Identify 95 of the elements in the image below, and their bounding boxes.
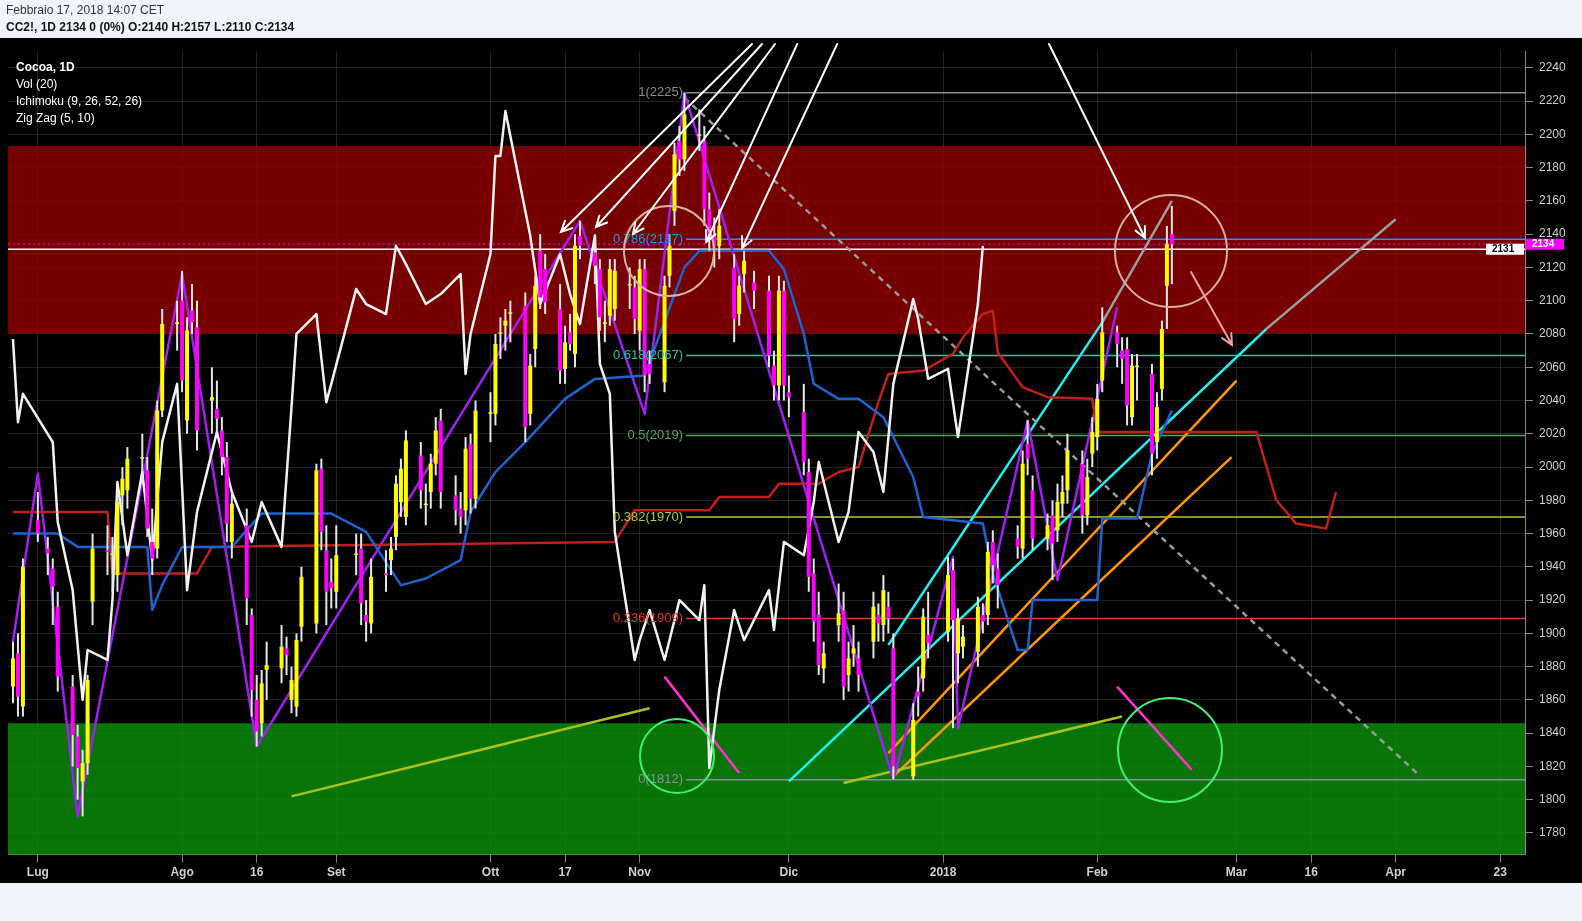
text: 2134 xyxy=(1532,238,1555,250)
candlestick xyxy=(568,313,573,352)
x-tick-label: Feb xyxy=(1086,865,1108,880)
candlestick xyxy=(851,624,856,668)
annotation: Ichimoku (9, 26, 52, 26) xyxy=(16,93,143,108)
y-tick-label: 1960 xyxy=(1539,525,1567,540)
candlestick xyxy=(602,299,607,344)
candlestick xyxy=(364,599,369,643)
candlestick xyxy=(886,590,891,635)
candlestick xyxy=(771,349,776,402)
candlestick xyxy=(175,299,180,352)
y-tick-label: 2180 xyxy=(1539,159,1567,174)
candlestick xyxy=(916,665,921,718)
x-tick-label: 2018 xyxy=(929,865,957,880)
y-tick-label: 1900 xyxy=(1539,625,1567,640)
candlestick xyxy=(1115,324,1120,369)
candlestick xyxy=(1025,419,1030,477)
x-tick-label: Set xyxy=(326,865,346,880)
y-tick-label: 1820 xyxy=(1539,758,1567,773)
y-tick-label: 1880 xyxy=(1539,658,1567,673)
y-tick-label: 2220 xyxy=(1539,93,1567,108)
x-tick-label: Ago xyxy=(170,865,194,880)
x-tick-label: 16 xyxy=(1304,865,1319,880)
x-tick-label: 23 xyxy=(1493,865,1508,880)
candlestick xyxy=(508,299,513,344)
y-tick-label: 2020 xyxy=(1539,426,1567,441)
candlestick xyxy=(35,490,40,543)
ref-line-label: 0.5(2019) xyxy=(627,427,684,443)
candlestick xyxy=(846,640,851,693)
candlestick xyxy=(279,624,284,685)
candlestick xyxy=(384,549,388,593)
text: Febbraio 17, 2018 14:07 CET xyxy=(6,3,165,17)
x-tick-label: 17 xyxy=(558,865,573,880)
y-tick-label: 1920 xyxy=(1539,592,1567,607)
candlestick xyxy=(150,507,155,577)
x-tick-label: Mar xyxy=(1225,865,1248,880)
candlestick xyxy=(742,249,747,294)
candlestick xyxy=(209,366,214,435)
candlestick xyxy=(264,640,269,701)
candlestick xyxy=(214,379,219,435)
candlestick xyxy=(284,635,289,676)
candlestick xyxy=(592,233,597,286)
candlestick xyxy=(627,266,632,311)
y-tick-label: 1980 xyxy=(1539,492,1567,507)
y-tick-label: 2060 xyxy=(1539,359,1567,374)
y-tick-label: 1940 xyxy=(1539,559,1567,574)
candlestick xyxy=(876,602,881,643)
candlestick xyxy=(856,640,861,693)
y-tick-label: 2160 xyxy=(1539,193,1567,208)
candlestick xyxy=(1015,524,1020,560)
x-tick-label: Lug xyxy=(26,865,49,880)
candlestick xyxy=(458,490,463,535)
candlestick xyxy=(995,552,1000,610)
annotation: 2131 xyxy=(1492,243,1515,255)
candlestick xyxy=(836,582,841,643)
text: Cocoa, 1D xyxy=(16,59,76,74)
ref-line-label: 1(2225) xyxy=(638,84,684,100)
candlestick xyxy=(717,208,722,261)
x-tick-label: Dic xyxy=(779,865,799,880)
y-tick-label: 2040 xyxy=(1539,392,1567,407)
candlestick xyxy=(105,524,110,577)
y-tick-label: 2080 xyxy=(1539,326,1567,341)
candlestick xyxy=(980,602,985,635)
chart-subtitle: CC2!, 1D 2134 0 (0%) O:2140 H:2157 L:2110 C:2134 xyxy=(6,20,295,34)
candlestick xyxy=(140,432,145,485)
annotation: Zig Zag (5, 10) xyxy=(16,110,95,125)
candlestick xyxy=(503,308,508,352)
candlestick xyxy=(752,269,757,311)
candlestick xyxy=(498,316,503,360)
y-tick-label: 1780 xyxy=(1539,825,1567,840)
y-tick-label: 1800 xyxy=(1539,792,1567,807)
x-tick-label: 16 xyxy=(250,865,264,880)
candlestick xyxy=(990,529,995,585)
candlestick xyxy=(45,535,50,577)
y-tick-label: 2120 xyxy=(1539,259,1567,274)
x-tick-label: Nov xyxy=(628,865,652,880)
y-tick-label: 2240 xyxy=(1539,60,1567,75)
y-tick-label: 2200 xyxy=(1539,126,1567,141)
y-tick-label: 2100 xyxy=(1539,293,1567,308)
candlestick xyxy=(677,125,682,177)
annotation: Vol (20) xyxy=(16,76,58,91)
candlestick xyxy=(50,557,55,627)
candlestick xyxy=(926,590,931,660)
y-tick-label: 1840 xyxy=(1539,725,1567,740)
candlestick xyxy=(388,535,393,577)
y-tick-label: 2000 xyxy=(1539,459,1567,474)
candlestick xyxy=(1045,512,1050,552)
candlestick xyxy=(190,283,195,335)
x-tick-label: Apr xyxy=(1385,865,1407,880)
candlestick xyxy=(821,640,826,685)
y-tick-label: 1860 xyxy=(1539,692,1567,707)
candlestick xyxy=(80,748,85,818)
candlestick xyxy=(786,374,791,419)
candlestick xyxy=(697,108,702,152)
x-tick-label: Ott xyxy=(481,865,500,880)
